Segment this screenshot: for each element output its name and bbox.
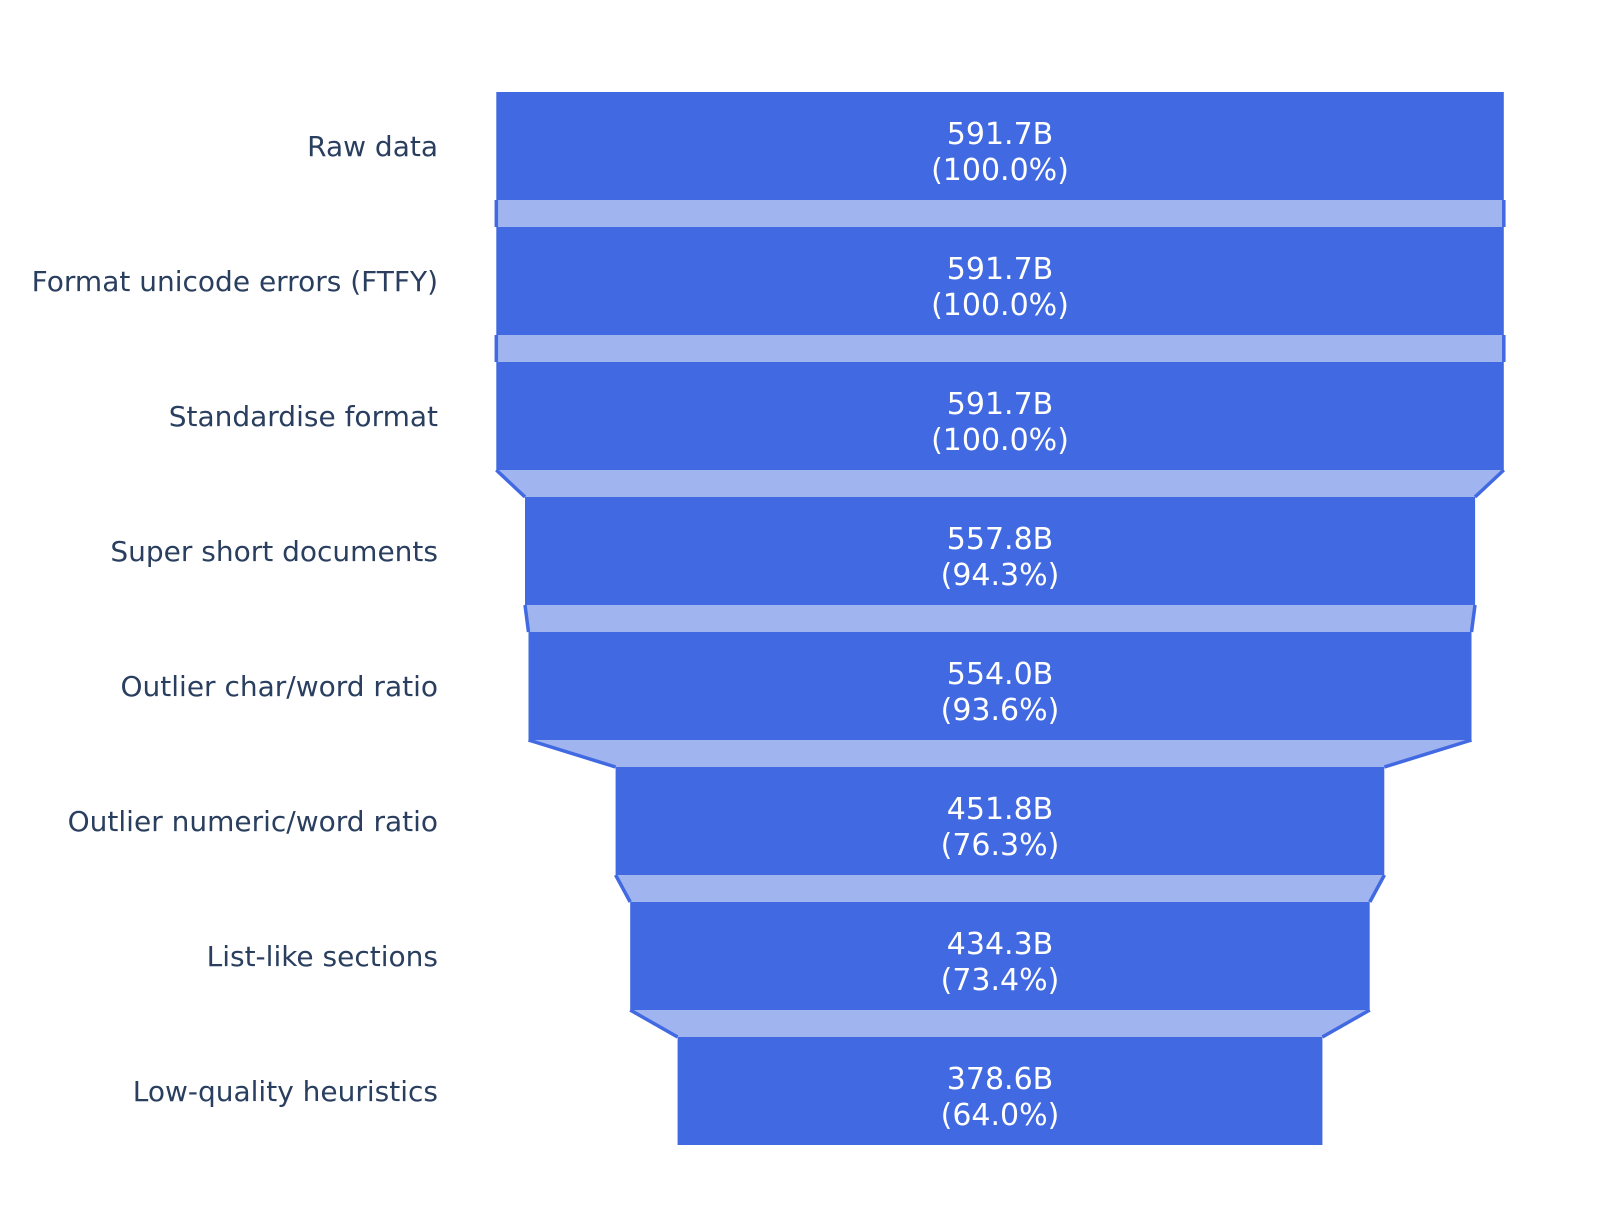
funnel-connector-2: [496, 470, 1504, 497]
funnel-bar-6: [630, 902, 1370, 1010]
stage-value-6: 434.3B: [947, 927, 1053, 962]
stage-percent-2: (100.0%): [931, 423, 1069, 458]
funnel-connector-3-right-edge: [1469, 604, 1477, 633]
stage-percent-0: (100.0%): [931, 153, 1069, 188]
funnel-bar-5: [615, 767, 1385, 875]
funnel-bar-3: [525, 497, 1476, 605]
funnel-bar-2: [496, 362, 1504, 470]
funnel-connector-4: [528, 740, 1472, 767]
funnel-connector-3-left-edge: [523, 604, 531, 633]
funnel-connector-5-left-edge: [614, 874, 632, 903]
funnel-connector-2-right-edge: [1473, 468, 1505, 499]
stage-value-7: 378.6B: [947, 1062, 1053, 1097]
stage-value-4: 554.0B: [947, 657, 1053, 692]
funnel-connector-4-right-edge: [1383, 738, 1473, 769]
stage-percent-4: (93.6%): [941, 693, 1060, 728]
stage-value-2: 591.7B: [947, 387, 1053, 422]
stage-value-3: 557.8B: [947, 522, 1053, 557]
stage-label-1: Format unicode errors (FTFY): [32, 265, 438, 298]
stage-label-4: Outlier char/word ratio: [121, 670, 439, 703]
funnel-connector-2-left-edge: [495, 468, 527, 499]
funnel-bar-0: [496, 92, 1504, 200]
stage-label-3: Super short documents: [110, 535, 438, 568]
stage-percent-3: (94.3%): [941, 558, 1060, 593]
stage-percent-7: (64.0%): [941, 1098, 1060, 1133]
stage-label-7: Low-quality heuristics: [133, 1075, 438, 1108]
funnel-connector-1: [496, 335, 1504, 362]
stage-value-0: 591.7B: [947, 117, 1053, 152]
funnel-connector-4-left-edge: [527, 738, 617, 769]
funnel-connector-5: [615, 875, 1385, 902]
funnel-bar-1: [496, 227, 1504, 335]
stage-percent-5: (76.3%): [941, 828, 1060, 863]
funnel-connector-5-right-edge: [1368, 874, 1386, 903]
stage-label-6: List-like sections: [207, 940, 438, 973]
funnel-bar-4: [528, 632, 1472, 740]
funnel-connector-3: [525, 605, 1475, 632]
funnel-connector-6-left-edge: [629, 1008, 679, 1039]
funnel-connector-6-right-edge: [1321, 1008, 1371, 1039]
stage-label-2: Standardise format: [169, 400, 438, 433]
stage-value-5: 451.8B: [947, 792, 1053, 827]
stage-percent-6: (73.4%): [941, 963, 1060, 998]
funnel-connector-0: [496, 200, 1504, 227]
funnel-connector-6: [630, 1010, 1370, 1037]
stage-value-1: 591.7B: [947, 252, 1053, 287]
stage-percent-1: (100.0%): [931, 288, 1069, 323]
funnel-bar-7: [677, 1037, 1323, 1145]
stage-label-0: Raw data: [307, 130, 438, 163]
stage-label-5: Outlier numeric/word ratio: [68, 805, 438, 838]
